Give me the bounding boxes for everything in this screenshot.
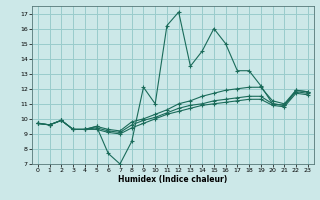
X-axis label: Humidex (Indice chaleur): Humidex (Indice chaleur) bbox=[118, 175, 228, 184]
